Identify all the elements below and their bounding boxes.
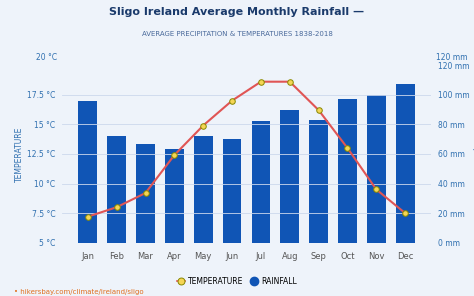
- Bar: [396, 84, 415, 243]
- Bar: [338, 99, 357, 243]
- Legend: TEMPERATURE, RAINFALL: TEMPERATURE, RAINFALL: [174, 274, 300, 289]
- Bar: [223, 139, 241, 243]
- Text: • hikersbay.com/climate/ireland/sligo: • hikersbay.com/climate/ireland/sligo: [14, 289, 144, 295]
- Bar: [367, 95, 386, 243]
- Bar: [165, 149, 184, 243]
- Bar: [136, 144, 155, 243]
- Y-axis label: Precipitation: Precipitation: [471, 130, 474, 178]
- Bar: [281, 110, 299, 243]
- Text: AVERAGE PRECIPITATION & TEMPERATURES 1838-2018: AVERAGE PRECIPITATION & TEMPERATURES 183…: [142, 31, 332, 37]
- Bar: [78, 101, 97, 243]
- Text: 20 °C: 20 °C: [36, 53, 57, 62]
- Text: 120 mm: 120 mm: [436, 53, 467, 62]
- Y-axis label: TEMPERATURE: TEMPERATURE: [15, 126, 24, 182]
- Text: Sligo Ireland Average Monthly Rainfall —: Sligo Ireland Average Monthly Rainfall —: [109, 7, 365, 17]
- Bar: [309, 120, 328, 243]
- Bar: [194, 136, 212, 243]
- Bar: [252, 121, 270, 243]
- Bar: [107, 136, 126, 243]
